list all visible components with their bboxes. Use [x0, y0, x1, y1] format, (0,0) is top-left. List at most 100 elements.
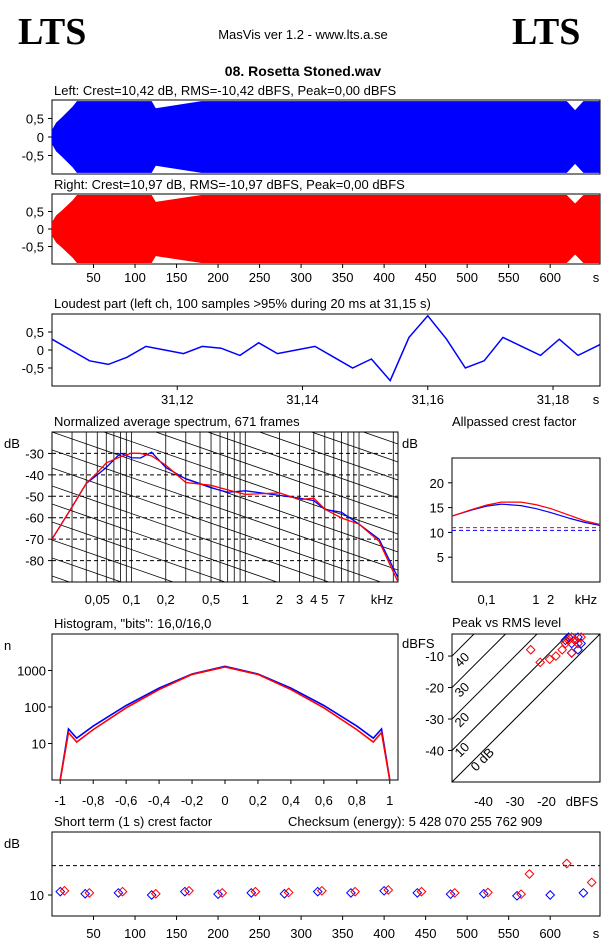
- peak-vs-rms-point-right: [569, 635, 580, 646]
- peak-vs-rms-ytick-label: -40: [425, 744, 444, 759]
- short-term-crest-xtick-label: s: [593, 926, 600, 941]
- charts: Left: Crest=10,42 dB, RMS=-10,42 dBFS, P…: [4, 83, 601, 941]
- histogram-xtick-label: 1: [386, 793, 393, 808]
- short-term-crest-point-right: [217, 887, 228, 898]
- peak-vs-rms-point-right: [557, 644, 568, 655]
- average-spectrum-ytick-label: -80: [25, 554, 44, 569]
- average-spectrum-xtick-label: 0,05: [85, 592, 110, 607]
- average-spectrum-xtick-label: kHz: [371, 592, 393, 607]
- short-term-crest-point-right: [383, 885, 394, 895]
- waveform-right-xtick-label: 150: [166, 270, 188, 285]
- short-term-crest-xtick-label: 250: [249, 926, 271, 941]
- average-spectrum-frame: [51, 431, 399, 583]
- short-term-crest-xtick-label: 450: [415, 926, 437, 941]
- histogram-frame: [51, 633, 399, 781]
- logo-left: LTS: [18, 11, 86, 53]
- short-term-crest-xtick-label: 400: [373, 926, 395, 941]
- peak-vs-rms-point-right: [525, 644, 536, 655]
- waveform-left-envelope: [52, 101, 600, 173]
- short-term-crest-xtick-label: 500: [456, 926, 478, 941]
- short-term-crest-point-left: [445, 889, 456, 900]
- histogram-series-left: [59, 665, 391, 781]
- waveform-right-ytick-label: 0,5: [26, 205, 44, 220]
- logo-right: LTS: [512, 11, 580, 53]
- short-term-crest-point-left: [80, 888, 91, 899]
- waveform-right-xtick-label: 300: [290, 270, 312, 285]
- average-spectrum-xtick-label: 5: [321, 592, 328, 607]
- average-spectrum-slope-line: [258, 432, 398, 481]
- peak-vs-rms-ytick-label: -10: [425, 649, 444, 664]
- peak-vs-rms-point-right: [563, 635, 574, 646]
- allpassed-crest-ytick-label: 10: [430, 525, 444, 540]
- peak-vs-rms-ytick-label: -30: [425, 712, 444, 727]
- short-term-crest-point-right: [561, 858, 572, 869]
- average-spectrum-xtick-label: 0,5: [202, 592, 220, 607]
- peak-vs-rms-crest-line: [452, 634, 570, 751]
- waveform-right-xtick-label: 450: [415, 270, 437, 285]
- average-spectrum-slope-line: [52, 449, 398, 571]
- short-term-crest-point-right: [524, 869, 535, 879]
- average-spectrum-slope-line: [52, 630, 398, 750]
- peak-vs-rms-xtick-label: -20: [537, 794, 556, 809]
- waveform-right-xtick-label: 600: [539, 270, 561, 285]
- loudest-part-ytick-label: -0,5: [22, 361, 44, 376]
- peak-vs-rms-point-right: [566, 647, 577, 658]
- short-term-crest-ylabel: dB: [4, 836, 20, 851]
- allpassed-crest-ylabel: dB: [402, 436, 418, 451]
- loudest-part-line: [51, 314, 601, 382]
- app-title: MasVis ver 1.2 - www.lts.a.se: [218, 27, 388, 42]
- short-term-crest-point-left: [379, 885, 390, 896]
- average-spectrum-slope-line: [52, 557, 123, 582]
- peak-vs-rms-point-right: [560, 638, 571, 649]
- average-spectrum-slope-line: [52, 467, 382, 582]
- loudest-part-ytick-label: 0,5: [26, 325, 44, 340]
- peak-vs-rms-point-right: [544, 654, 555, 665]
- short-term-crest-point-left: [545, 890, 556, 900]
- waveform-right-title: Right: Crest=10,97 dB, RMS=-10,97 dBFS, …: [54, 177, 405, 192]
- short-term-crest-point-left: [478, 888, 489, 899]
- histogram-xtick-label: -1: [54, 793, 66, 808]
- peak-vs-rms-point-left: [566, 647, 577, 658]
- histogram-ylabel: n: [4, 638, 11, 653]
- average-spectrum-ytick-label: -40: [25, 468, 44, 483]
- histogram-series-right: [59, 666, 391, 781]
- short-term-crest-checksum: Checksum (energy): 5 428 070 255 762 909: [288, 814, 542, 829]
- allpassed-crest-ytick-label: 5: [437, 550, 444, 565]
- peak-vs-rms-crest-line: [452, 634, 600, 782]
- peak-vs-rms-crest-line: [452, 634, 538, 720]
- peak-vs-rms-point-right: [535, 657, 546, 668]
- short-term-crest-point-left: [113, 887, 124, 898]
- short-term-crest-point-right: [150, 888, 161, 899]
- histogram-ytick-label: 1000: [17, 664, 46, 679]
- short-term-crest-point-right: [59, 885, 70, 896]
- peak-vs-rms-ylabel: dBFS: [402, 636, 435, 651]
- waveform-right-ytick-label: 0: [37, 222, 44, 237]
- peak-vs-rms-point-left: [573, 644, 583, 655]
- short-term-crest-point-left: [512, 890, 522, 901]
- short-term-crest-point-right: [482, 887, 493, 898]
- short-term-crest-point-right: [586, 877, 597, 888]
- peak-vs-rms-xtick-label: -30: [506, 794, 525, 809]
- short-term-crest-point-right: [316, 885, 327, 896]
- histogram-xtick-label: -0,4: [148, 793, 170, 808]
- allpassed-crest-xtick-label: 0,1: [477, 592, 495, 607]
- waveform-right-xtick-label: 200: [207, 270, 229, 285]
- waveform-right-xtick-label: 250: [249, 270, 271, 285]
- average-spectrum-ytick-label: -70: [25, 532, 44, 547]
- average-spectrum-title: Normalized average spectrum, 671 frames: [54, 414, 300, 429]
- short-term-crest-point-left: [146, 890, 157, 900]
- short-term-crest-xtick-label: 150: [166, 926, 188, 941]
- waveform-right-xtick-label: 500: [456, 270, 478, 285]
- peak-vs-rms-point-right: [550, 651, 561, 661]
- histogram-ytick-label: 100: [24, 700, 46, 715]
- short-term-crest-point-right: [84, 887, 95, 898]
- waveform-right-xtick-label: 50: [86, 270, 100, 285]
- peak-vs-rms-point-left: [573, 632, 583, 643]
- average-spectrum-ylabel: dB: [4, 436, 20, 451]
- peak-vs-rms-crest-label: 0 dB: [468, 745, 498, 775]
- short-term-crest-point-right: [184, 885, 194, 896]
- allpassed-crest-xtick-label: kHz: [575, 592, 597, 607]
- average-spectrum-xtick-label: 2: [276, 592, 283, 607]
- short-term-crest-xtick-label: 600: [539, 926, 561, 941]
- peak-vs-rms-point-left: [566, 638, 577, 649]
